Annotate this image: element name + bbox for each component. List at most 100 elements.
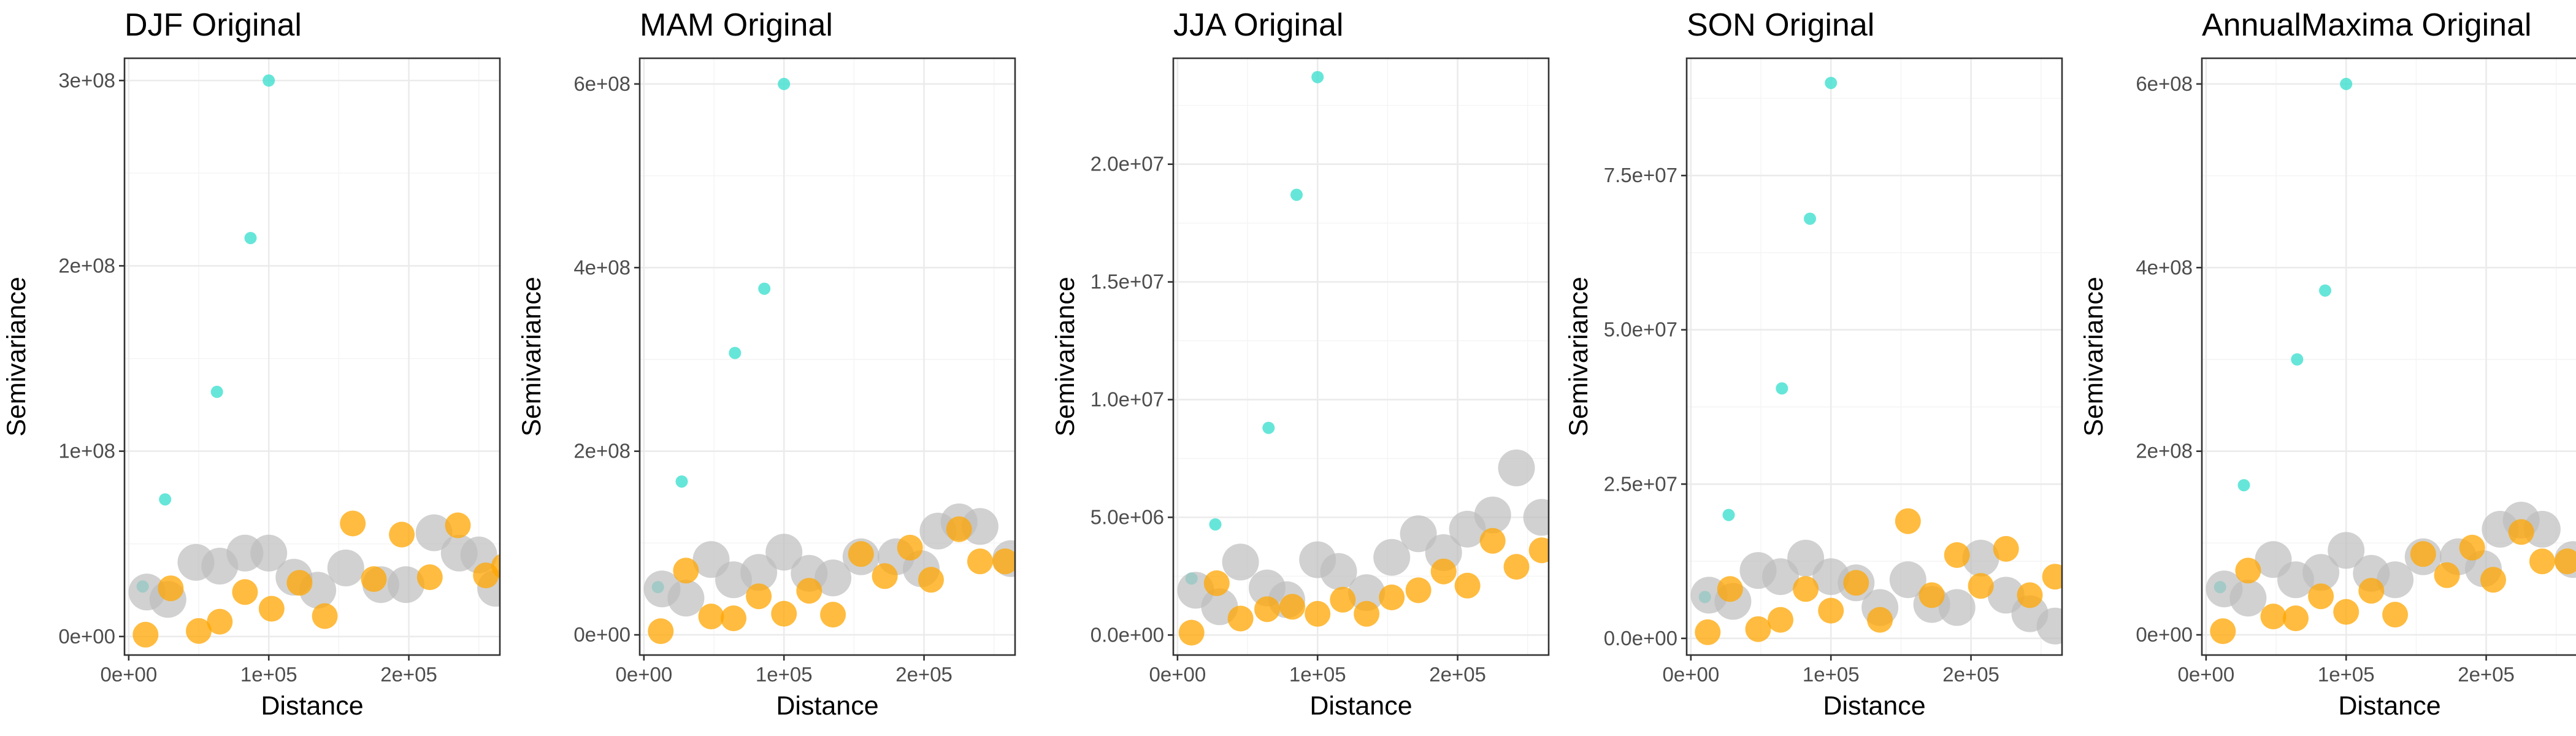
gray-point (2229, 580, 2267, 617)
orange-point (897, 534, 923, 561)
orange-point (1305, 600, 1331, 627)
panel-4: 0.0e+00 2.5e+07 5.0e+07 7.5e+07 0e+00 1e+05 2e… (1564, 7, 2063, 721)
orange-point (1843, 570, 1869, 596)
orange-point (848, 541, 874, 567)
y-tick-label: 0e+00 (2136, 623, 2193, 646)
gray-point (1373, 539, 1411, 576)
cyan-point (1804, 212, 1816, 225)
y-tick-label: 3e+08 (58, 69, 115, 91)
orange-point (1944, 542, 1970, 568)
gray-point (1498, 449, 1535, 486)
y-tick-label: 6e+08 (573, 72, 631, 95)
orange-point (158, 575, 184, 602)
orange-point (1768, 607, 1793, 633)
orange-point (1430, 558, 1457, 585)
gray-point (1320, 553, 1357, 590)
orange-point (2042, 564, 2062, 590)
orange-point (1454, 572, 1481, 599)
y-tick-label: 2e+08 (58, 254, 115, 277)
points (1177, 71, 1549, 646)
gray-point (327, 550, 364, 586)
panel-title: AnnualMaxima Original (2202, 7, 2532, 43)
orange-point (1203, 570, 1230, 596)
cyan-point (729, 347, 742, 359)
orange-point (2410, 541, 2436, 567)
orange-point (312, 603, 338, 629)
orange-point (1818, 597, 1844, 624)
cyan-point (1209, 518, 1222, 531)
orange-point (2283, 605, 2309, 632)
cyan-point (263, 74, 275, 87)
orange-point (2017, 582, 2043, 608)
cyan-point (2237, 479, 2250, 492)
orange-point (918, 567, 944, 593)
cyan-point (2291, 353, 2304, 366)
y-tick-label: 2.0e+07 (1091, 153, 1164, 175)
orange-point (967, 548, 993, 575)
y-tick-label: 1.0e+07 (1091, 388, 1164, 411)
orange-point (872, 563, 898, 589)
orange-point (1354, 600, 1380, 627)
y-tick-label: 1e+08 (58, 440, 115, 462)
orange-point (232, 579, 258, 605)
y-tick-label: 2e+08 (2136, 440, 2193, 462)
cyan-point (1722, 508, 1735, 521)
orange-point (2358, 578, 2385, 604)
orange-point (340, 510, 366, 537)
y-axis-title: Semivariance (1564, 277, 1593, 437)
panel-border (123, 57, 501, 656)
panel-border (638, 57, 1016, 656)
orange-point (207, 608, 233, 635)
x-tick-label: 1e+05 (240, 663, 297, 686)
orange-point (1330, 586, 1356, 613)
cyan-point (1262, 421, 1275, 434)
gray-point (1425, 534, 1462, 571)
orange-point (698, 604, 724, 630)
y-tick-label: 0.0e+00 (1604, 627, 1677, 650)
orange-point (1379, 585, 1405, 610)
points (128, 74, 500, 648)
orange-point (286, 570, 313, 596)
orange-point (2210, 618, 2236, 645)
orange-point (2508, 519, 2534, 545)
orange-point (416, 564, 443, 591)
cyan-point (675, 475, 688, 488)
cyan-point (2340, 77, 2353, 90)
y-axis-title: Semivariance (1051, 277, 1080, 437)
orange-point (1254, 596, 1280, 623)
cyan-point (758, 282, 771, 295)
panel-border (2201, 57, 2576, 656)
x-tick-label: 2e+05 (1942, 663, 1999, 686)
orange-point (2480, 567, 2506, 593)
x-tick-label: 0e+00 (2178, 663, 2235, 686)
orange-point (721, 605, 746, 632)
orange-point (258, 596, 285, 622)
gray-point (2328, 532, 2365, 569)
x-axis-title: Distance (1309, 691, 1412, 721)
orange-point (1745, 616, 1771, 642)
y-tick-label: 4e+08 (2136, 256, 2193, 278)
orange-point (1793, 576, 1819, 602)
gray-point (1962, 540, 1999, 577)
y-tick-label: 1.5e+07 (1091, 270, 1164, 293)
panel-3: 0.0e+00 5.0e+06 1.0e+07 1.5e+07 2.0e+07 0e+00… (1051, 7, 1550, 721)
cyan-point (778, 77, 791, 90)
panel-border (1685, 57, 2063, 656)
panel-title: DJF Original (125, 7, 302, 43)
y-tick-label: 0e+00 (58, 625, 115, 648)
y-tick-label: 6e+08 (2136, 72, 2193, 95)
x-axis-title: Distance (261, 691, 363, 721)
points (643, 77, 1015, 645)
gray-point (1762, 558, 1799, 596)
gray-point (667, 580, 705, 617)
orange-point (186, 618, 212, 644)
gray-point (2523, 510, 2561, 548)
orange-point (2555, 548, 2576, 575)
orange-point (361, 566, 387, 592)
orange-point (2529, 548, 2555, 575)
panel-2: 0e+00 2e+08 4e+08 6e+08 0e+00 1e+05 2e+05 MAM O… (517, 7, 1016, 721)
orange-point (2260, 604, 2287, 630)
gray-point (2036, 607, 2062, 645)
y-tick-label: 2.5e+07 (1604, 472, 1677, 495)
gray-point (2302, 554, 2340, 591)
